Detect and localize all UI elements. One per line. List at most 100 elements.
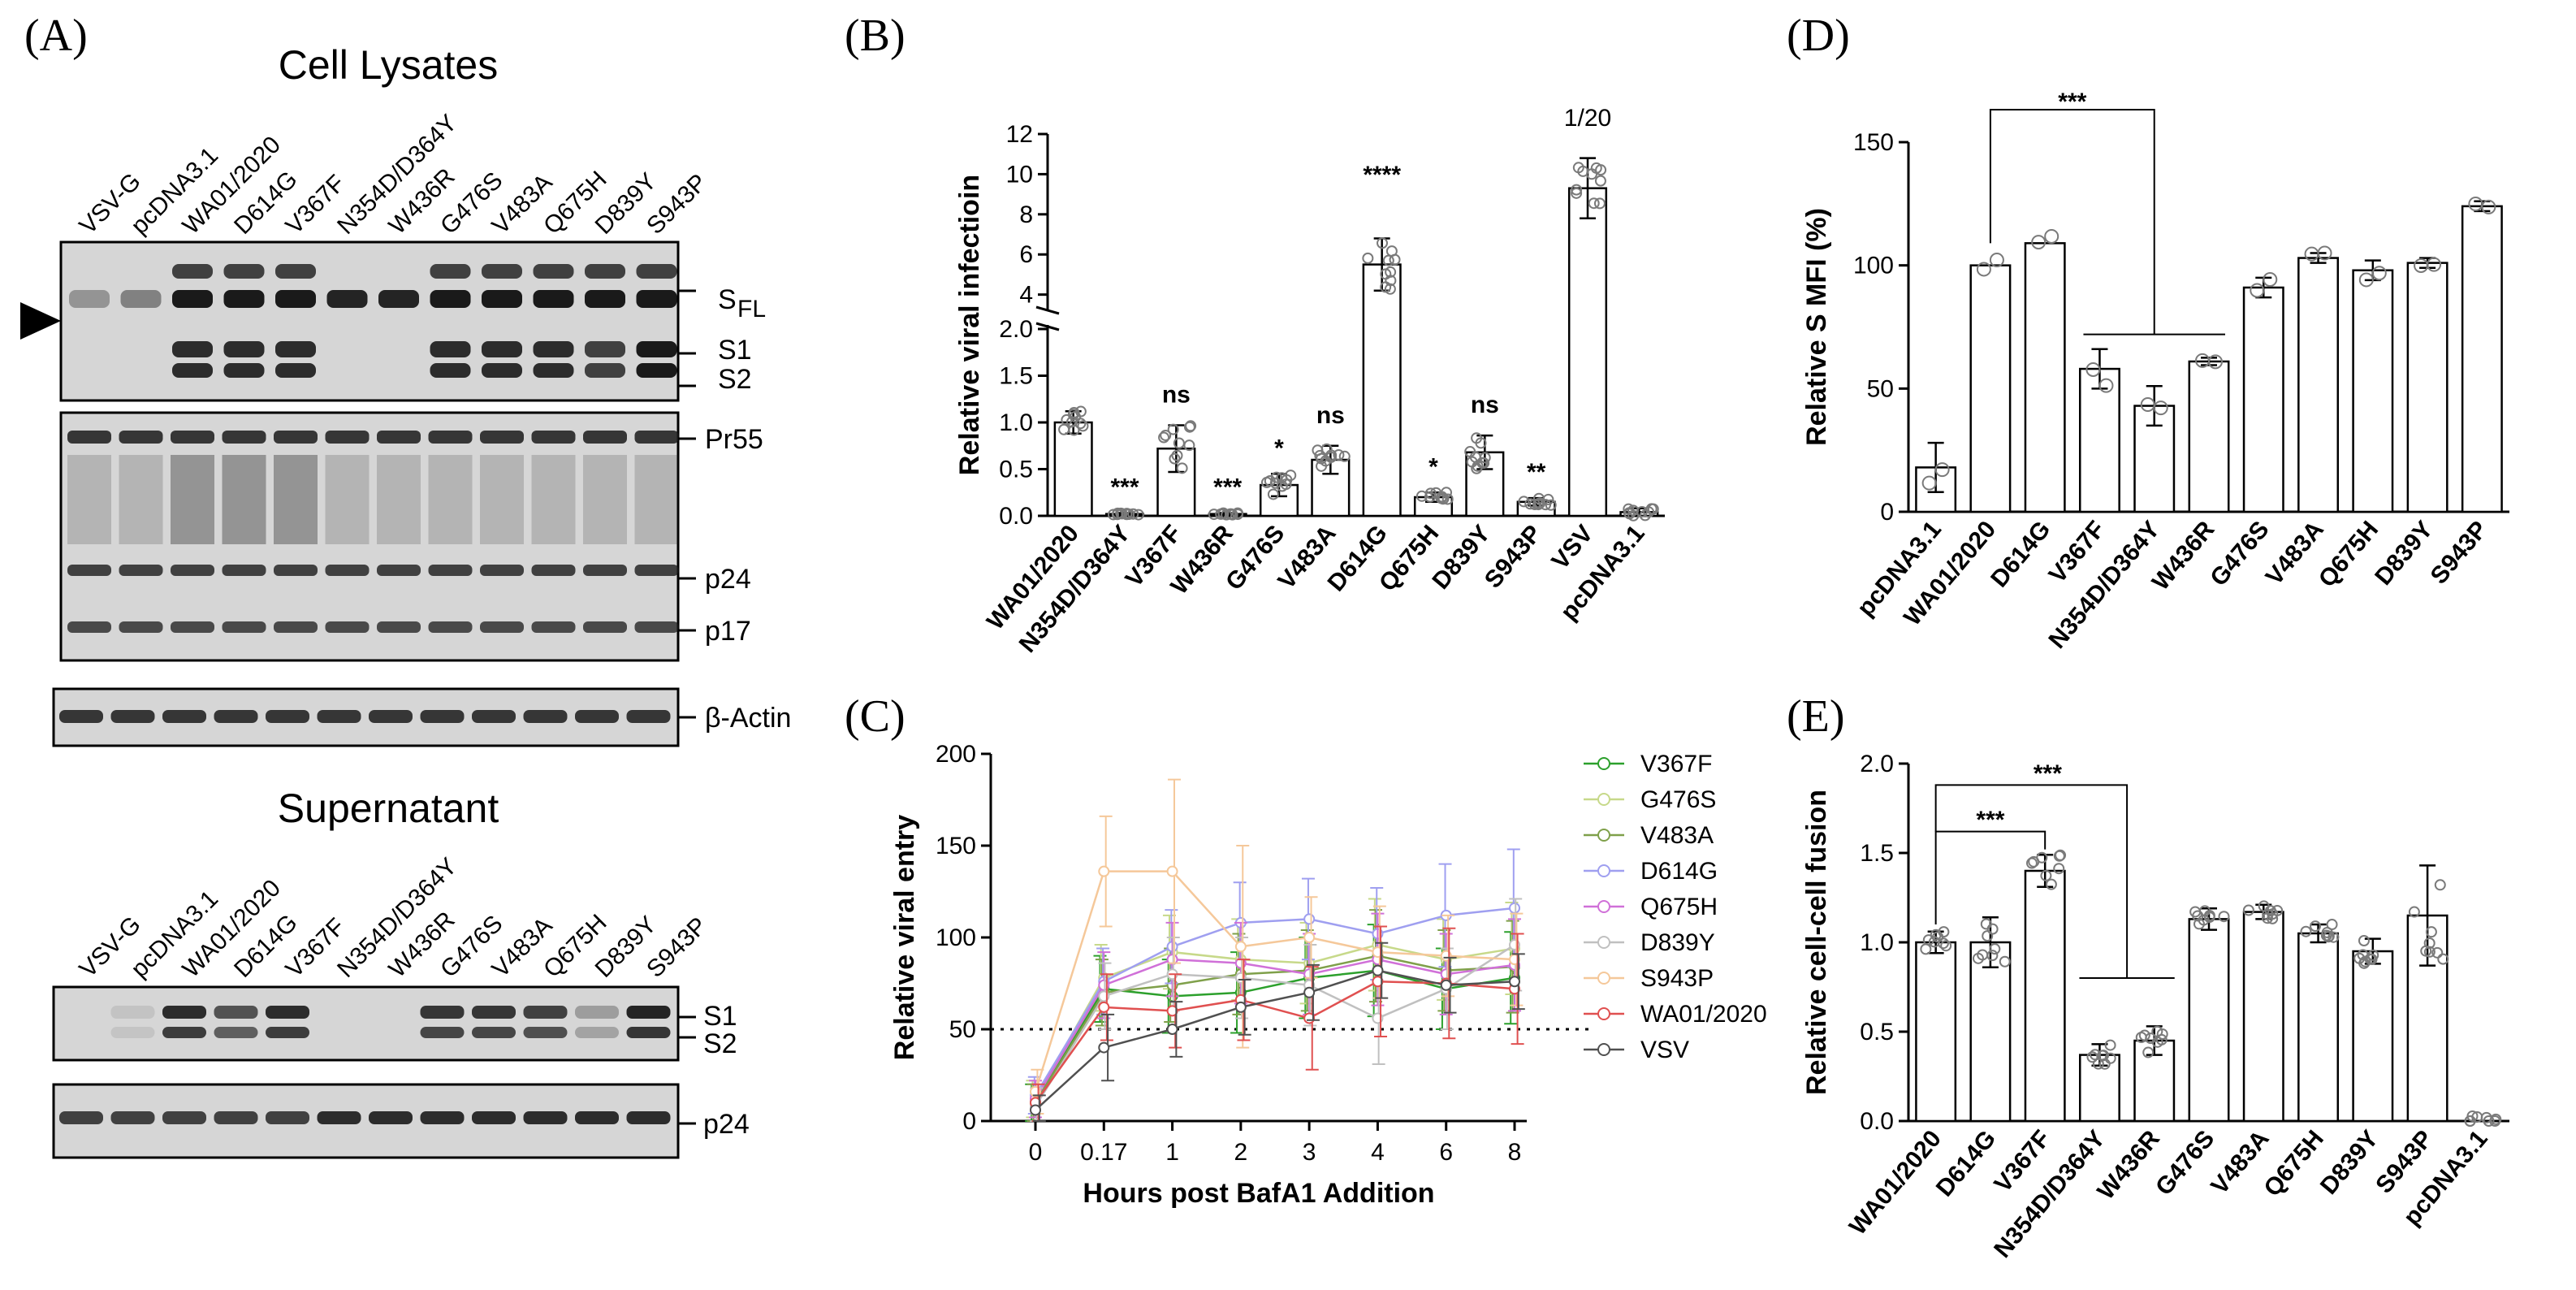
band-pr55 [377, 431, 421, 444]
x-tick-label: 0.17 [1080, 1139, 1127, 1166]
data-point [2192, 910, 2204, 922]
bar [1969, 264, 2012, 513]
y-tick-label: 8 [1019, 201, 1033, 228]
band-sfl [172, 290, 213, 308]
x-tick-label: Q675H [2259, 1125, 2329, 1201]
band-actin [59, 710, 103, 723]
bar [1465, 451, 1505, 517]
legend-swatch-marker [1597, 972, 1610, 985]
data-point [2045, 878, 2057, 890]
band-sfl [378, 290, 419, 308]
bar [2242, 286, 2284, 513]
x-tick-label: 4 [1371, 1139, 1385, 1166]
smear [325, 455, 370, 544]
data-point [1464, 446, 1476, 458]
spike-blot [59, 240, 680, 402]
y-axis-label: Relative viral infectioin [954, 175, 985, 475]
band-p17 [583, 621, 627, 633]
data-point [1316, 460, 1328, 472]
series-point [1372, 964, 1384, 976]
y-tick-label: 4 [1019, 282, 1033, 309]
y-tick-label: 1.5 [1860, 840, 1894, 867]
gag-band-label: p17 [705, 616, 751, 647]
data-point [2262, 908, 2274, 920]
data-point [2310, 920, 2322, 933]
smear [222, 455, 266, 544]
data-point [1989, 943, 2001, 955]
data-point [2104, 1052, 2116, 1064]
data-point [2104, 1039, 2116, 1051]
smear [634, 455, 679, 544]
legend-label: WA01/2020 [1640, 1001, 1767, 1028]
data-point [2085, 361, 2101, 377]
series-point [1440, 979, 1452, 991]
data-point [1077, 420, 1089, 432]
smear [377, 455, 421, 544]
legend-label: V483A [1640, 822, 1714, 849]
band-actin [162, 710, 206, 723]
x-tick-label: WA01/2020 [1844, 1125, 1947, 1240]
legend-swatch-marker [1597, 1007, 1610, 1020]
data-point [2364, 953, 2376, 965]
significance-label: * [1428, 453, 1438, 480]
series-line [1034, 907, 1515, 1097]
band-pr55 [274, 431, 318, 444]
data-point [1437, 492, 1450, 504]
data-point [1595, 164, 1607, 176]
band-p24 [583, 565, 627, 576]
band-s2 [533, 363, 574, 378]
y-axis-label: Relative viral entry [889, 815, 920, 1060]
y-tick-label: 12 [1006, 121, 1033, 148]
smear [67, 455, 111, 544]
band-pr55 [222, 431, 266, 444]
legend-swatch-marker [1597, 900, 1610, 913]
smear [583, 455, 627, 544]
series-point [1098, 1041, 1110, 1054]
data-point [1158, 431, 1170, 444]
band-p17 [531, 621, 576, 633]
band-s1 [533, 341, 574, 357]
band-sup-s1 [110, 1006, 155, 1019]
data-point [1940, 940, 1952, 952]
series-point [1030, 1104, 1041, 1116]
data-point [1571, 187, 1583, 199]
band-upper [223, 264, 265, 279]
significance-label: *** [1213, 474, 1242, 501]
data-point [1171, 449, 1183, 461]
band-pr55 [480, 431, 524, 444]
sup-label-s1: S1 [703, 1001, 737, 1032]
bar [2352, 950, 2394, 1123]
band-sfl [120, 290, 162, 308]
band-s2 [482, 363, 522, 378]
data-point [1074, 405, 1087, 418]
band-s1 [636, 341, 677, 357]
significance-bracket [1934, 784, 2129, 978]
bar [2188, 918, 2230, 1123]
band-sup-p24 [162, 1111, 206, 1124]
axis-break [1031, 310, 1064, 325]
data-point [1532, 499, 1545, 511]
data-point [1260, 476, 1273, 488]
x-tick-label: G476S [2205, 516, 2274, 591]
band-upper [275, 264, 316, 279]
band-s2 [430, 363, 471, 378]
data-point [2142, 1046, 2155, 1058]
data-point [1532, 492, 1545, 504]
x-tick-label: D614G [1931, 1125, 2001, 1201]
data-point [1577, 165, 1589, 177]
y-tick-label: 50 [949, 1016, 976, 1043]
smear [480, 455, 524, 544]
data-point [1068, 424, 1080, 436]
data-point [2153, 400, 2168, 416]
band-sup-p24 [317, 1111, 361, 1124]
data-point [1232, 507, 1244, 519]
black-triangle-arrow-icon [20, 302, 61, 340]
band-p17 [171, 621, 214, 633]
y-tick-label: 100 [1853, 253, 1894, 279]
data-point [1934, 462, 1950, 478]
data-point [2098, 378, 2114, 393]
smear [119, 455, 163, 544]
data-point [1160, 429, 1172, 441]
series-line [1034, 943, 1515, 1100]
data-point [1545, 499, 1557, 511]
